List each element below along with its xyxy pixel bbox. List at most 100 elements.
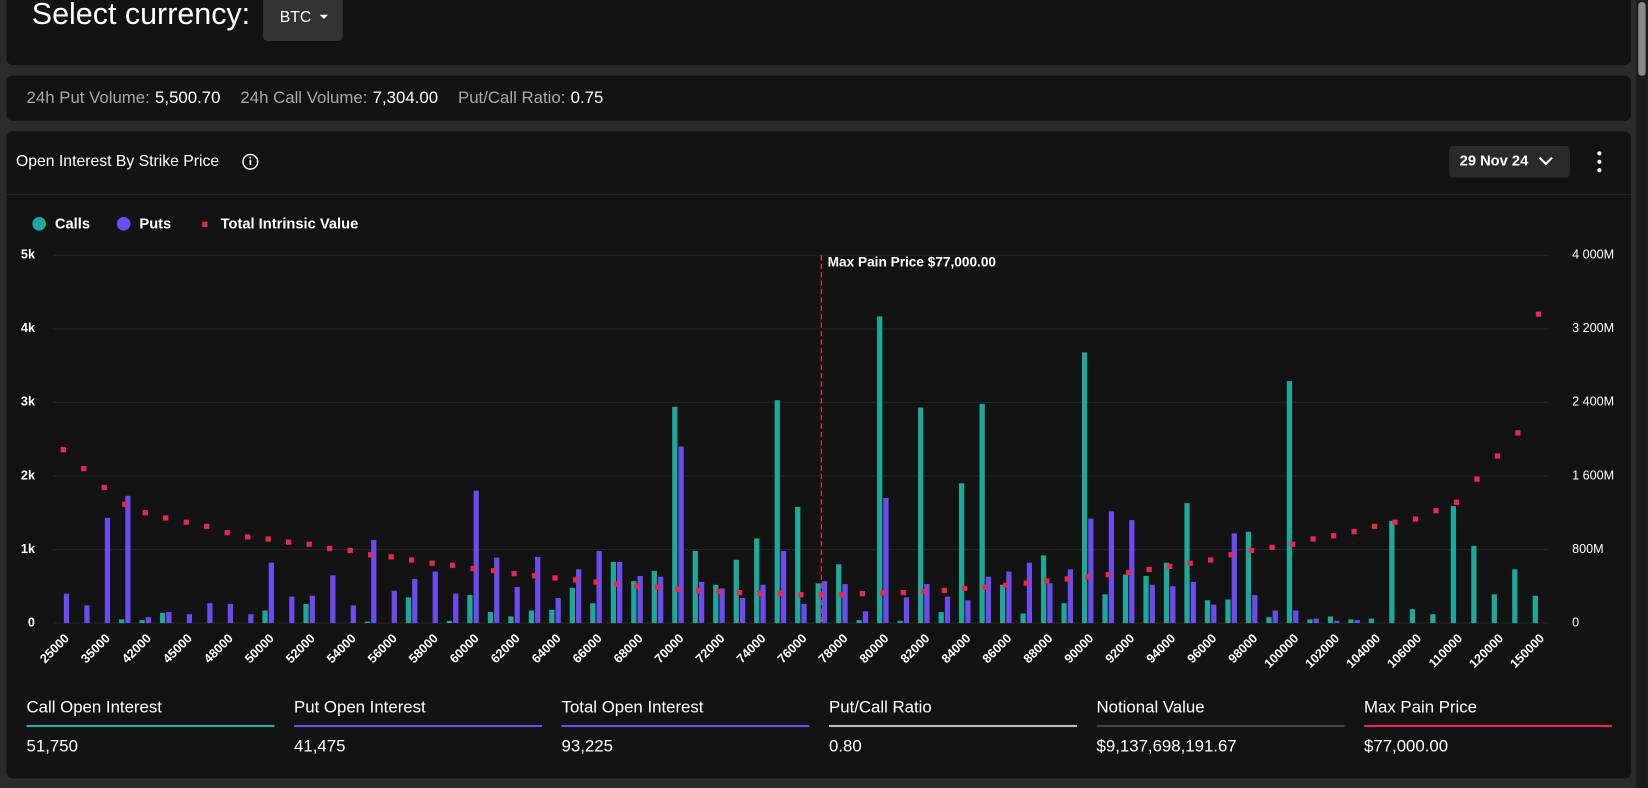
summary-label: Total Open Interest <box>562 698 704 717</box>
menu-dot[interactable] <box>1597 159 1602 164</box>
bar <box>1122 574 1129 624</box>
bar <box>1334 620 1340 624</box>
bar <box>576 569 582 624</box>
bar <box>1286 381 1293 624</box>
summary-underline <box>561 724 810 728</box>
bar <box>590 603 596 624</box>
bar <box>780 550 787 624</box>
currency-button[interactable] <box>262 0 343 41</box>
bar <box>610 562 616 624</box>
bar <box>432 571 438 624</box>
point <box>204 523 210 530</box>
point <box>1187 560 1193 566</box>
bar <box>412 578 418 624</box>
caret <box>319 14 329 19</box>
chevron <box>1538 156 1553 166</box>
bar <box>514 587 520 624</box>
bar <box>1143 575 1149 624</box>
summary-label: Call Open Interest <box>27 698 163 717</box>
summary-value: 51,750 <box>27 736 78 755</box>
bar <box>405 597 412 624</box>
bar <box>1354 620 1360 624</box>
bar <box>1040 555 1047 624</box>
bar <box>631 581 637 624</box>
bar <box>836 564 842 624</box>
max-pain-label: Max Pain Price $77,000.00 <box>828 254 997 269</box>
point <box>613 581 620 587</box>
summary-underline <box>829 724 1078 728</box>
bar <box>1272 610 1278 624</box>
point <box>1146 566 1152 573</box>
bar <box>965 600 971 624</box>
bar <box>692 550 698 624</box>
y-tick-label: 4k <box>21 321 36 335</box>
date-value[interactable]: 29 Nov 24 <box>1460 154 1529 170</box>
point <box>1371 523 1378 530</box>
menu-dot[interactable] <box>1597 168 1602 173</box>
bar <box>1450 506 1456 624</box>
point <box>1023 580 1029 586</box>
bar <box>487 612 494 624</box>
date-button[interactable] <box>1449 146 1570 178</box>
bar <box>1348 619 1354 624</box>
info-icon[interactable] <box>242 153 259 170</box>
bar <box>918 407 924 624</box>
bar <box>159 612 166 624</box>
bar <box>1061 603 1067 624</box>
point <box>449 562 456 568</box>
bar <box>145 617 152 624</box>
bar <box>856 620 862 624</box>
scrollbar-thumb[interactable] <box>1638 2 1646 76</box>
bar <box>944 596 951 624</box>
bar <box>330 575 336 624</box>
bar <box>63 593 70 624</box>
point <box>777 591 784 597</box>
bar <box>1081 352 1088 624</box>
point <box>593 579 599 585</box>
stat-label: Put/Call Ratio: <box>458 88 565 107</box>
point <box>511 571 517 577</box>
y-tick-label: 3k <box>21 395 36 409</box>
bar <box>364 621 371 624</box>
bar <box>877 316 883 624</box>
point <box>1228 552 1234 558</box>
summary-value: $77,000.00 <box>1364 736 1448 755</box>
summary-label: Notional Value <box>1097 698 1205 717</box>
bar <box>637 575 643 624</box>
bar <box>391 590 397 624</box>
bar <box>903 597 910 624</box>
point <box>1392 519 1398 525</box>
bar <box>528 610 535 624</box>
bar <box>1430 614 1436 624</box>
bar <box>1067 569 1074 624</box>
point <box>245 534 251 540</box>
point <box>1474 476 1480 482</box>
bar <box>883 498 889 624</box>
bar <box>508 616 514 624</box>
point <box>142 510 148 516</box>
point <box>265 536 271 542</box>
summary-value: 0.80 <box>829 736 862 755</box>
bar <box>1512 569 1518 624</box>
y-tick-label: 5k <box>21 248 36 262</box>
scrollbar-track <box>1636 0 1648 788</box>
point <box>1289 541 1296 547</box>
summary-value: 93,225 <box>562 736 613 755</box>
chart-title: Open Interest By Strike Price <box>16 153 219 170</box>
bar <box>1149 584 1155 624</box>
y-tick-label: 1k <box>21 542 36 556</box>
summary-value: 41,475 <box>294 736 345 755</box>
bar <box>1047 583 1053 624</box>
currency-label: Select currency: <box>32 0 250 31</box>
currency-value[interactable]: BTC <box>280 9 312 26</box>
bar <box>754 538 760 624</box>
menu-dot[interactable] <box>1597 151 1602 156</box>
point <box>1351 529 1357 535</box>
bar <box>1102 594 1108 624</box>
bar <box>999 584 1006 624</box>
point <box>695 587 702 594</box>
bar <box>821 581 828 624</box>
point <box>572 577 579 583</box>
